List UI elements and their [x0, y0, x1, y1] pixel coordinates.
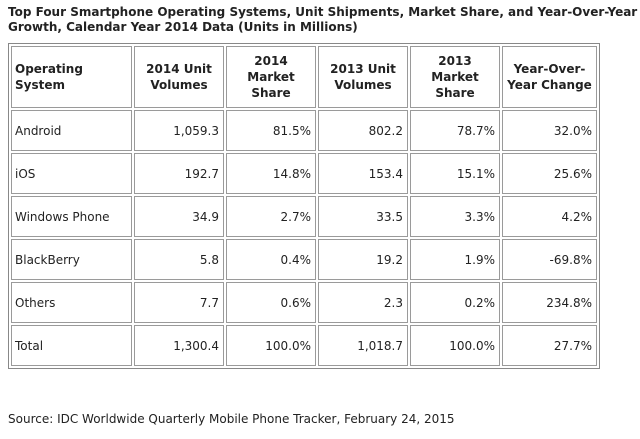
cell-2013-share: 0.2%: [410, 282, 500, 323]
cell-os: iOS: [11, 153, 132, 194]
cell-2013-units: 1,018.7: [318, 325, 408, 366]
cell-2014-share: 14.8%: [226, 153, 316, 194]
table-title: Top Four Smartphone Operating Systems, U…: [8, 5, 638, 34]
header-operating-system: Operating System: [11, 46, 132, 108]
header-2014-unit-volumes: 2014 Unit Volumes: [134, 46, 224, 108]
cell-2013-units: 2.3: [318, 282, 408, 323]
cell-yoy-change: 234.8%: [502, 282, 597, 323]
cell-2014-units: 1,300.4: [134, 325, 224, 366]
cell-2014-share: 2.7%: [226, 196, 316, 237]
cell-os: Windows Phone: [11, 196, 132, 237]
cell-2013-share: 1.9%: [410, 239, 500, 280]
cell-os: BlackBerry: [11, 239, 132, 280]
cell-2014-units: 1,059.3: [134, 110, 224, 151]
cell-yoy-change: 25.6%: [502, 153, 597, 194]
cell-2013-share: 100.0%: [410, 325, 500, 366]
header-row: Operating System 2014 Unit Volumes 2014 …: [11, 46, 597, 108]
cell-2013-units: 802.2: [318, 110, 408, 151]
cell-2013-units: 33.5: [318, 196, 408, 237]
header-2013-unit-volumes: 2013 Unit Volumes: [318, 46, 408, 108]
source-note: Source: IDC Worldwide Quarterly Mobile P…: [8, 412, 455, 426]
cell-yoy-change: 27.7%: [502, 325, 597, 366]
cell-2013-units: 19.2: [318, 239, 408, 280]
cell-2014-share: 81.5%: [226, 110, 316, 151]
table-row: Others 7.7 0.6% 2.3 0.2% 234.8%: [11, 282, 597, 323]
cell-2013-share: 78.7%: [410, 110, 500, 151]
header-2014-market-share: 2014 Market Share: [226, 46, 316, 108]
table-row: Windows Phone 34.9 2.7% 33.5 3.3% 4.2%: [11, 196, 597, 237]
cell-os: Others: [11, 282, 132, 323]
header-2013-market-share: 2013 Market Share: [410, 46, 500, 108]
cell-2013-share: 15.1%: [410, 153, 500, 194]
cell-2014-units: 192.7: [134, 153, 224, 194]
cell-2014-share: 0.4%: [226, 239, 316, 280]
cell-yoy-change: 4.2%: [502, 196, 597, 237]
header-year-over-year-change: Year-Over-Year Change: [502, 46, 597, 108]
table-row: Android 1,059.3 81.5% 802.2 78.7% 32.0%: [11, 110, 597, 151]
cell-yoy-change: -69.8%: [502, 239, 597, 280]
cell-os: Total: [11, 325, 132, 366]
table-row: iOS 192.7 14.8% 153.4 15.1% 25.6%: [11, 153, 597, 194]
cell-2014-units: 7.7: [134, 282, 224, 323]
table-row: Total 1,300.4 100.0% 1,018.7 100.0% 27.7…: [11, 325, 597, 366]
cell-2013-units: 153.4: [318, 153, 408, 194]
market-share-table: Operating System 2014 Unit Volumes 2014 …: [8, 43, 600, 369]
cell-2014-share: 0.6%: [226, 282, 316, 323]
cell-2014-share: 100.0%: [226, 325, 316, 366]
cell-yoy-change: 32.0%: [502, 110, 597, 151]
cell-2013-share: 3.3%: [410, 196, 500, 237]
table-row: BlackBerry 5.8 0.4% 19.2 1.9% -69.8%: [11, 239, 597, 280]
cell-2014-units: 34.9: [134, 196, 224, 237]
cell-2014-units: 5.8: [134, 239, 224, 280]
cell-os: Android: [11, 110, 132, 151]
